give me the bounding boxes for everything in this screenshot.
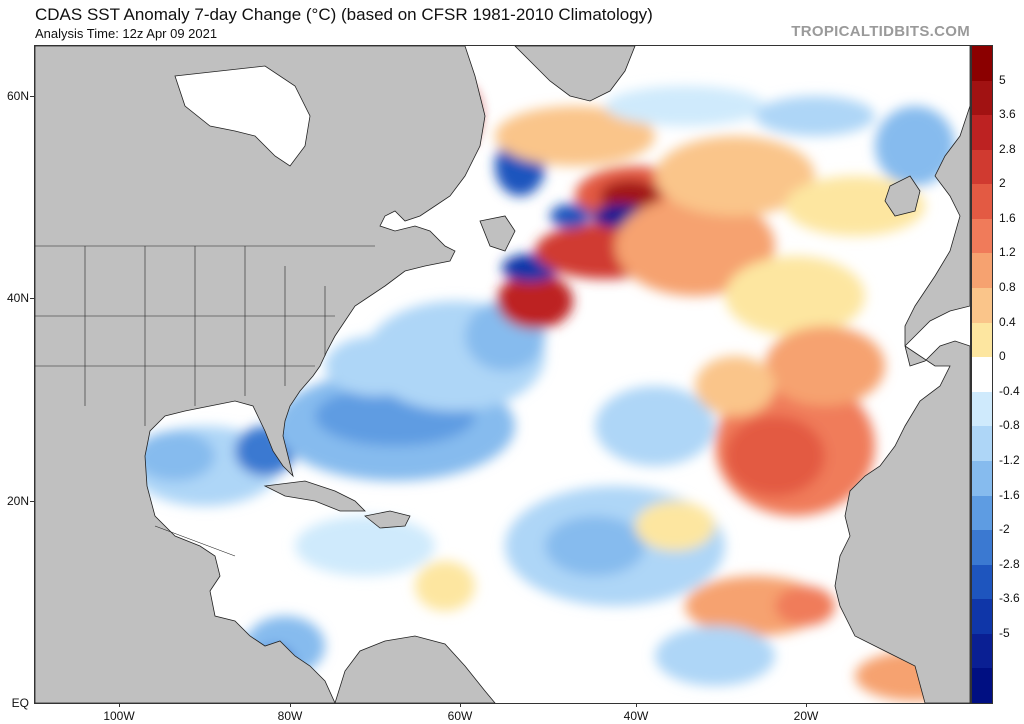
colorbar-label: 2.8 <box>999 141 1016 156</box>
hispaniola-land <box>364 510 411 529</box>
brand-watermark: TROPICALTIDBITS.COM <box>791 23 970 40</box>
colorbar-segment <box>972 115 992 151</box>
map-title: CDAS SST Anomaly 7-day Change (°C) (base… <box>35 5 653 24</box>
colorbar-segment <box>972 46 992 82</box>
colorbar-label: 5 <box>999 72 1006 87</box>
colorbar-label: 1.2 <box>999 245 1016 260</box>
colorbar-label: 2 <box>999 176 1006 191</box>
colorbar-label: 0.8 <box>999 280 1016 295</box>
colorbar-label: -2 <box>999 522 1010 537</box>
colorbar-segment <box>972 426 992 462</box>
baffin-white-area <box>174 65 311 167</box>
sst-anomaly-map <box>34 45 971 704</box>
colorbar-segment <box>972 218 992 254</box>
colorbar-segment <box>972 495 992 531</box>
colorbar-label: -5 <box>999 625 1010 640</box>
land-masses <box>35 46 970 703</box>
colorbar-label: -2.8 <box>999 556 1020 571</box>
lon-tick <box>636 703 637 707</box>
south-america-land <box>334 635 496 703</box>
colorbar-segment <box>972 253 992 289</box>
lon-label-40w: 40W <box>623 709 649 723</box>
colorbar-label: -1.2 <box>999 452 1020 467</box>
colorbar-label: -3.6 <box>999 591 1020 606</box>
colorbar-segment <box>972 633 992 669</box>
lon-label-60w: 60W <box>447 709 473 723</box>
colorbar-label: 1.6 <box>999 210 1016 225</box>
colorbar-segment <box>972 530 992 566</box>
north-america-land <box>35 46 486 703</box>
lat-tick <box>30 298 34 299</box>
lat-label-20n: 20N <box>6 494 29 508</box>
colorbar <box>971 45 993 704</box>
colorbar-label: -0.8 <box>999 418 1020 433</box>
colorbar-segment <box>972 149 992 185</box>
colorbar-segment <box>972 599 992 635</box>
political-borders <box>35 245 375 557</box>
lon-tick <box>290 703 291 707</box>
lon-label-100w: 100W <box>103 709 135 723</box>
lon-label-80w: 80W <box>277 709 303 723</box>
cuba-land <box>263 480 366 512</box>
gulf-stream-warm-eddy <box>497 273 573 329</box>
lon-label-20w: 20W <box>793 709 819 723</box>
greenland-land <box>514 46 636 102</box>
newfoundland-land <box>479 215 516 252</box>
map-canvas <box>35 46 970 703</box>
colorbar-segment <box>972 288 992 324</box>
colorbar-label: 0 <box>999 349 1006 364</box>
colorbar-segment <box>972 564 992 600</box>
colorbar-segment <box>972 460 992 497</box>
lat-label-eq: EQ <box>11 696 29 710</box>
ireland-land <box>884 175 921 217</box>
lon-tick <box>460 703 461 707</box>
colorbar-segment <box>972 357 992 393</box>
colorbar-label: 3.6 <box>999 107 1016 122</box>
lat-label-40n: 40N <box>6 291 29 305</box>
colorbar-segment <box>972 391 992 427</box>
colorbar-segment <box>972 668 992 704</box>
colorbar-segment <box>972 184 992 220</box>
lon-tick <box>806 703 807 707</box>
analysis-time: Analysis Time: 12z Apr 09 2021 <box>35 26 218 41</box>
colorbar-segment <box>972 322 992 358</box>
lat-tick <box>30 96 34 97</box>
europe-land <box>834 46 970 703</box>
colorbar-label: -1.6 <box>999 487 1020 502</box>
lat-label-60n: 60N <box>6 89 29 103</box>
lat-tick <box>30 501 34 502</box>
colorbar-segment <box>972 80 992 116</box>
colorbar-label: -0.4 <box>999 383 1020 398</box>
lon-tick <box>119 703 120 707</box>
colorbar-label: 0.4 <box>999 314 1016 329</box>
